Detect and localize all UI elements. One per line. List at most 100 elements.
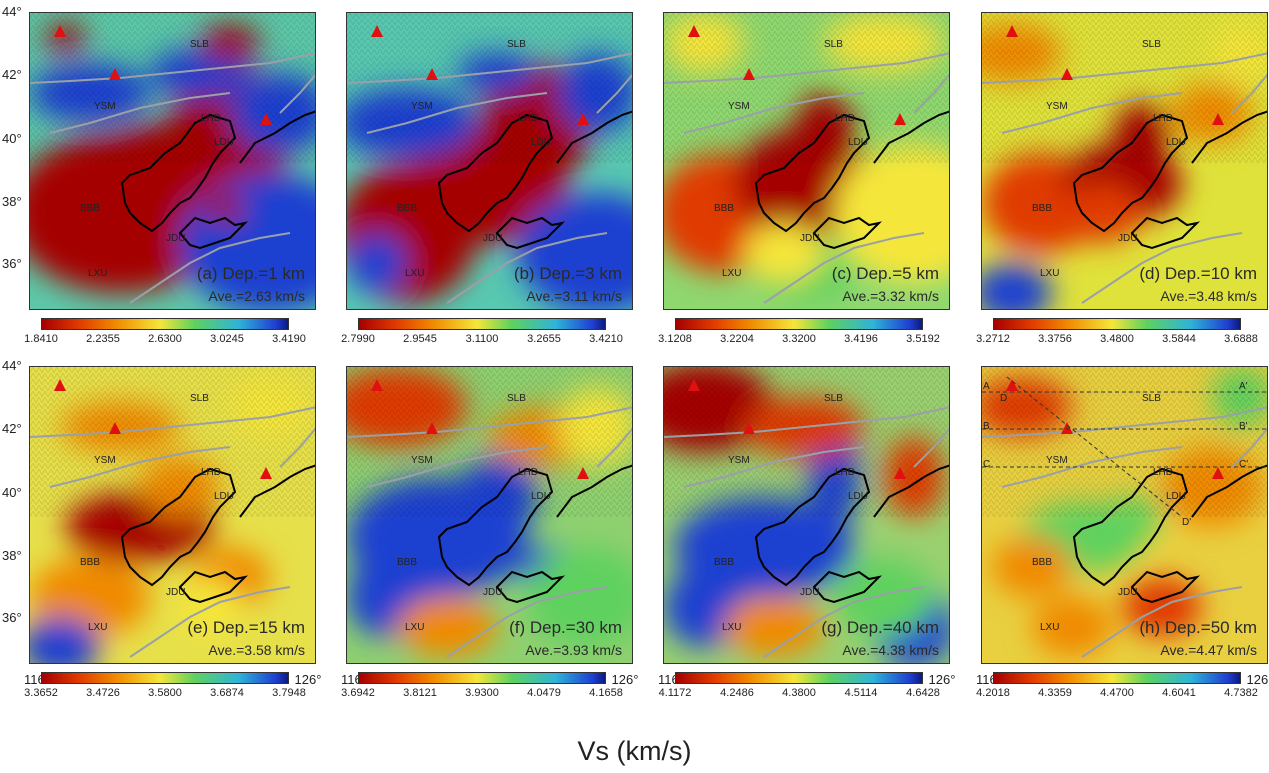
coastline [754,113,871,233]
colorbar-tick: 4.0479 [527,687,561,699]
map-panel-6: SLB YSM LHD LDU BBB JDU LXU (f) Dep.=30 km Ave.=… [346,366,633,664]
colorbar-tick: 3.6942 [341,687,375,699]
region-label-lhd: LHD [201,467,222,478]
map-panel-1: SLB YSM LHD LDU BBB JDU LXU (a) Dep.=1 km Ave.=2… [29,12,316,310]
velocity-map-8 [982,367,1267,663]
colorbar-tick: 3.5844 [1162,333,1196,345]
lat-label-38-bottom: 38° [2,548,22,563]
panel-depth-label: (c) Dep.=5 km [831,264,939,283]
coastline-outer [812,464,949,604]
panel-average-velocity: Ave.=2.63 km/s [208,288,305,304]
coastline-outer [178,464,315,604]
region-label-lxu: LXU [88,268,108,279]
panel-average-velocity: Ave.=3.11 km/s [526,288,622,304]
velocity-map-7 [664,367,949,663]
coastline [120,113,237,233]
lat-label-38-top: 38° [2,194,22,209]
volcano-icon [577,467,589,479]
profile-label: C [983,459,991,470]
colorbar-tick: 3.5800 [148,687,182,699]
region-label-ysm: YSM [411,101,433,112]
colorbar-1 [41,318,289,330]
region-label-ysm: YSM [411,455,433,466]
colorbar-tick: 3.3200 [782,333,816,345]
panel-depth-label: (e) Dep.=15 km [187,618,305,637]
colorbar-tick: 4.1658 [589,687,623,699]
colorbar-8 [993,672,1241,684]
velocity-map-4 [982,13,1267,309]
region-label-lxu: LXU [88,622,108,633]
colorbar-tick: 4.6428 [906,687,940,699]
panel-average-velocity: Ave.=4.47 km/s [1160,642,1257,658]
coastline-outer [812,110,949,250]
region-label-slb: SLB [190,39,209,50]
region-label-bbb: BBB [714,203,735,214]
panel-average-velocity: Ave.=3.32 km/s [842,288,939,304]
region-label-ysm: YSM [94,455,116,466]
region-label-ldu: LDU [214,137,235,148]
volcano-icon [426,68,438,80]
colorbar-tick: 3.4196 [844,333,878,345]
colorbar-tick: 3.4800 [1100,333,1134,345]
region-label-ldu: LDU [1166,491,1187,502]
colorbar-tick: 4.7382 [1224,687,1258,699]
volcano-icon [688,25,700,37]
map-panel-7: SLB YSM LHD LDU BBB JDU LXU (g) Dep.=40 km Ave.=… [663,366,950,664]
colorbar-tick: 2.2355 [86,333,120,345]
coastline [754,467,871,587]
volcano-icon [894,113,906,125]
region-label-lxu: LXU [1040,622,1060,633]
colorbar-tick: 3.1208 [658,333,692,345]
lat-label-36-bottom: 36° [2,610,22,625]
region-label-bbb: BBB [80,203,101,214]
lat-label-42-bottom: 42° [2,421,22,436]
colorbar-tick: 3.4210 [589,333,623,345]
colorbar-4 [993,318,1241,330]
profile-label: D [1000,393,1008,404]
coastline [1072,113,1189,233]
colorbar-tick: 4.4700 [1100,687,1134,699]
fault-lines [664,406,949,658]
colorbar-tick: 3.2712 [976,333,1010,345]
fault-lines [982,406,1267,658]
volcano-icon [1061,68,1073,80]
region-label-lhd: LHD [518,467,539,478]
region-label-lhd: LHD [835,113,856,124]
profile-label: C' [1239,459,1249,470]
coastline-outer [178,110,315,250]
region-label-bbb: BBB [80,557,101,568]
region-label-lxu: LXU [722,268,742,279]
coastline [437,113,554,233]
region-label-slb: SLB [824,393,843,404]
panel-depth-label: (b) Dep.=3 km [513,264,622,283]
colorbar-tick: 4.3359 [1038,687,1072,699]
region-label-slb: SLB [507,393,526,404]
fault-lines [347,52,632,304]
figure-title: Vs (km/s) [577,736,692,766]
region-label-ysm: YSM [1046,101,1068,112]
colorbar-6 [358,672,606,684]
panel-average-velocity: Ave.=3.48 km/s [1160,288,1257,304]
colorbar-tick: 3.6888 [1224,333,1258,345]
colorbar-tick: 3.4726 [86,687,120,699]
region-label-bbb: BBB [1032,557,1053,568]
lat-label-40-top: 40° [2,131,22,146]
profile-label: A' [1239,381,1248,392]
map-panel-5: SLB YSM LHD LDU BBB JDU LXU (e) Dep.=15 km Ave.=… [29,366,316,664]
colorbar-tick: 3.7948 [272,687,306,699]
panel-average-velocity: Ave.=3.93 km/s [525,642,622,658]
colorbar-tick: 3.9300 [465,687,499,699]
colorbar-tick: 1.8410 [24,333,58,345]
fault-lines [30,52,315,304]
colorbar-tick: 3.8121 [403,687,437,699]
region-label-bbb: BBB [1032,203,1053,214]
volcano-icon [371,379,383,391]
region-label-slb: SLB [824,39,843,50]
volcano-icon [371,25,383,37]
velocity-map-5 [30,367,315,663]
panel-depth-label: (g) Dep.=40 km [821,618,939,637]
volcano-icon [1212,113,1224,125]
colorbar-tick: 4.6041 [1162,687,1196,699]
colorbar-tick: 3.4190 [272,333,306,345]
region-label-jdu: JDU [800,587,820,598]
